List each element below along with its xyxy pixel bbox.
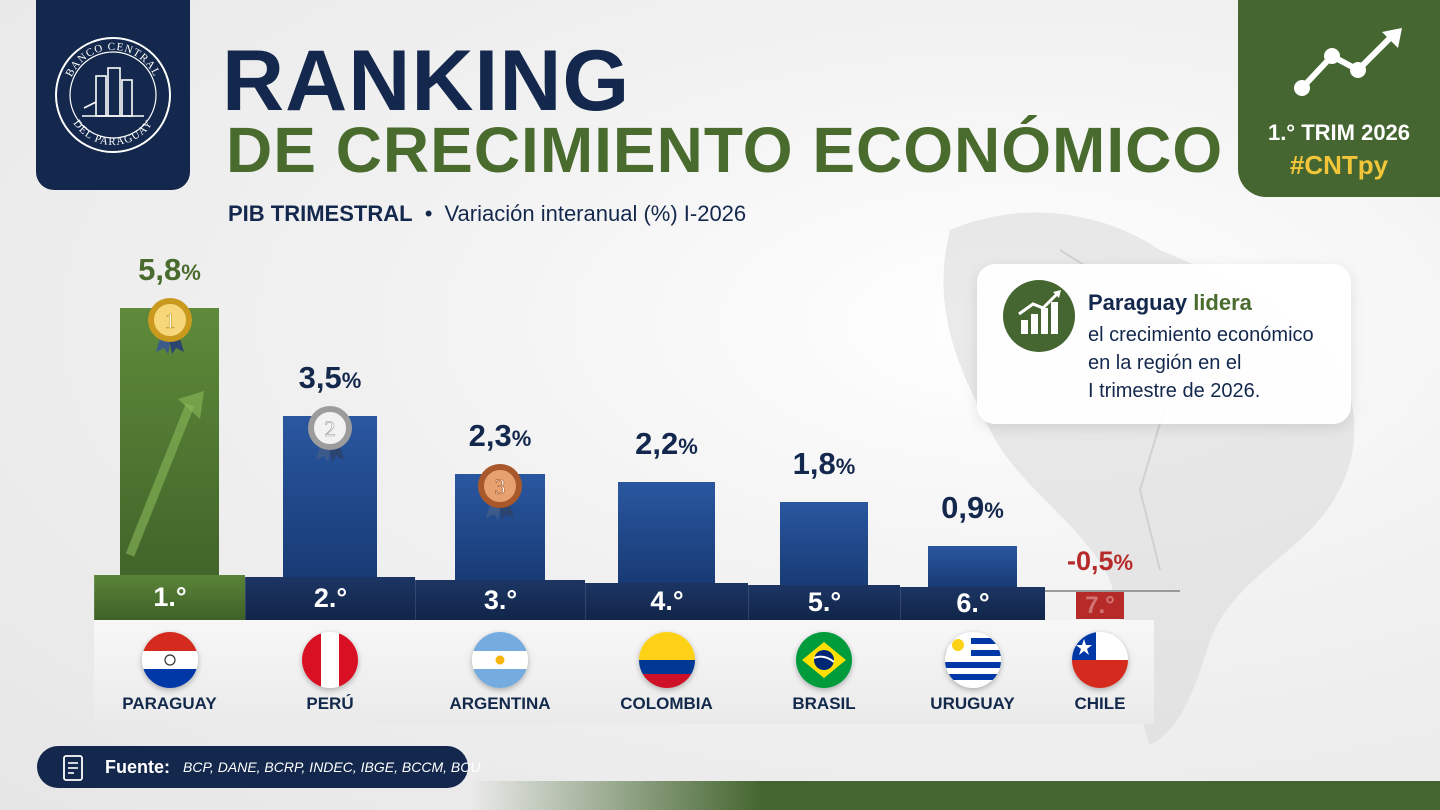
highlight-line-1: el crecimiento económico — [1088, 324, 1314, 346]
document-icon — [63, 755, 83, 781]
flag-colombia-icon — [638, 632, 695, 688]
value-number: 3,5 — [298, 360, 342, 395]
value-unit: % — [1113, 550, 1134, 575]
rank-label-perú: 2.° — [245, 577, 415, 620]
source-label: Fuente: — [105, 757, 170, 777]
value-label-paraguay: 5,8% — [90, 252, 250, 288]
medal-1-icon: 1 — [147, 298, 192, 355]
value-label-uruguay: 0,9% — [893, 490, 1053, 526]
svg-text:1: 1 — [164, 308, 175, 333]
value-number: 5,8 — [138, 252, 182, 288]
highlight-title-country: Paraguay — [1088, 290, 1188, 315]
value-label-colombia: 2,2% — [587, 426, 747, 462]
value-unit: % — [835, 454, 856, 480]
rank-label-brasil: 5.° — [748, 585, 900, 620]
value-number: -0,5 — [1066, 546, 1114, 576]
value-unit: % — [511, 426, 532, 452]
zero-line — [1045, 590, 1180, 592]
flag-uruguay-icon — [944, 632, 1001, 688]
period-badge: 1.° TRIM 2026 #CNTpy — [1238, 0, 1440, 197]
page-title-line2: DE CRECIMIENTO ECONÓMICO — [226, 114, 1224, 186]
value-unit: % — [984, 497, 1004, 523]
rank-label-paraguay: 1.° — [94, 575, 245, 620]
country-name-brasil: BRASIL — [792, 694, 856, 713]
bar-uruguay — [928, 545, 1017, 587]
subtitle-separator: • — [424, 201, 433, 226]
highlight-title: Paraguay lidera — [1088, 290, 1252, 316]
value-number: 1,8 — [792, 446, 836, 482]
growth-arrow-icon — [125, 391, 204, 557]
value-unit: % — [181, 260, 201, 286]
country-name-colombia: COLOMBIA — [620, 694, 713, 713]
country-name-argentina: ARGENTINA — [449, 694, 551, 713]
subtitle-bold: PIB TRIMESTRAL — [228, 201, 413, 226]
country-name-perú: PERÚ — [306, 694, 354, 713]
rank-label-chile: 7.° — [1085, 592, 1115, 619]
highlight-line-2: en la región en el — [1088, 352, 1242, 374]
central-bank-seal-icon: BANCO CENTRAL DEL PARAGUAY — [55, 37, 171, 153]
flag-perú-icon — [302, 632, 358, 688]
value-number: 2,3 — [468, 418, 512, 454]
central-bank-logo: BANCO CENTRAL DEL PARAGUAY — [36, 0, 190, 190]
bar-colombia — [618, 481, 715, 583]
value-label-argentina: 2,3% — [420, 418, 580, 454]
highlight-card: Paraguay lidera el crecimiento económico… — [977, 264, 1351, 424]
page-title: RANKING — [222, 33, 631, 129]
highlight-title-verb: lidera — [1193, 290, 1252, 315]
value-number: 0,9 — [941, 489, 985, 525]
value-unit: % — [678, 433, 698, 459]
country-name-chile: CHILE — [1074, 694, 1126, 713]
flag-argentina-icon — [472, 632, 528, 688]
bar-chart-growth-icon — [1003, 280, 1075, 352]
bottom-band — [470, 781, 1440, 810]
source-text: BCP, DANE, BCRP, INDEC, IBGE, BCCM, BCU — [183, 759, 481, 775]
logo-top-text: BANCO CENTRAL — [63, 41, 161, 79]
value-number: 2,2 — [635, 425, 679, 461]
svg-text:2: 2 — [325, 416, 336, 441]
country-name-uruguay: URUGUAY — [930, 694, 1015, 713]
flag-brasil-icon — [796, 632, 852, 688]
value-label-perú: 3,5% — [250, 360, 410, 396]
rank-label-colombia: 4.° — [585, 583, 748, 620]
value-label-brasil: 1,8% — [744, 446, 904, 482]
value-unit: % — [341, 368, 362, 393]
rank-label-uruguay: 6.° — [900, 587, 1045, 620]
chart-subtitle: PIB TRIMESTRAL • Variación interanual (%… — [228, 201, 746, 227]
flag-chile-icon — [1072, 632, 1128, 688]
source-pill: Fuente: BCP, DANE, BCRP, INDEC, IBGE, BC… — [37, 746, 480, 788]
trend-line-icon — [1294, 28, 1402, 96]
rank-label-argentina: 3.° — [415, 580, 585, 620]
subtitle-rest: Variación interanual (%) I-2026 — [444, 201, 747, 226]
flag-paraguay-icon — [141, 632, 198, 688]
svg-text:BANCO CENTRAL: BANCO CENTRAL — [63, 41, 162, 79]
period-label: 1.° TRIM 2026 — [1267, 120, 1411, 145]
highlight-line-3: I trimestre de 2026. — [1088, 380, 1261, 402]
bar-chile — [1076, 590, 1124, 619]
bar-brasil — [780, 502, 868, 585]
medal-2-icon: 2 — [308, 406, 352, 462]
value-label-chile: -0,5% — [1020, 546, 1180, 577]
hashtag: #CNTpy — [1289, 150, 1389, 180]
country-name-paraguay: PARAGUAY — [122, 694, 217, 713]
medal-3-icon: 3 — [478, 464, 522, 521]
svg-text:3: 3 — [495, 474, 506, 499]
